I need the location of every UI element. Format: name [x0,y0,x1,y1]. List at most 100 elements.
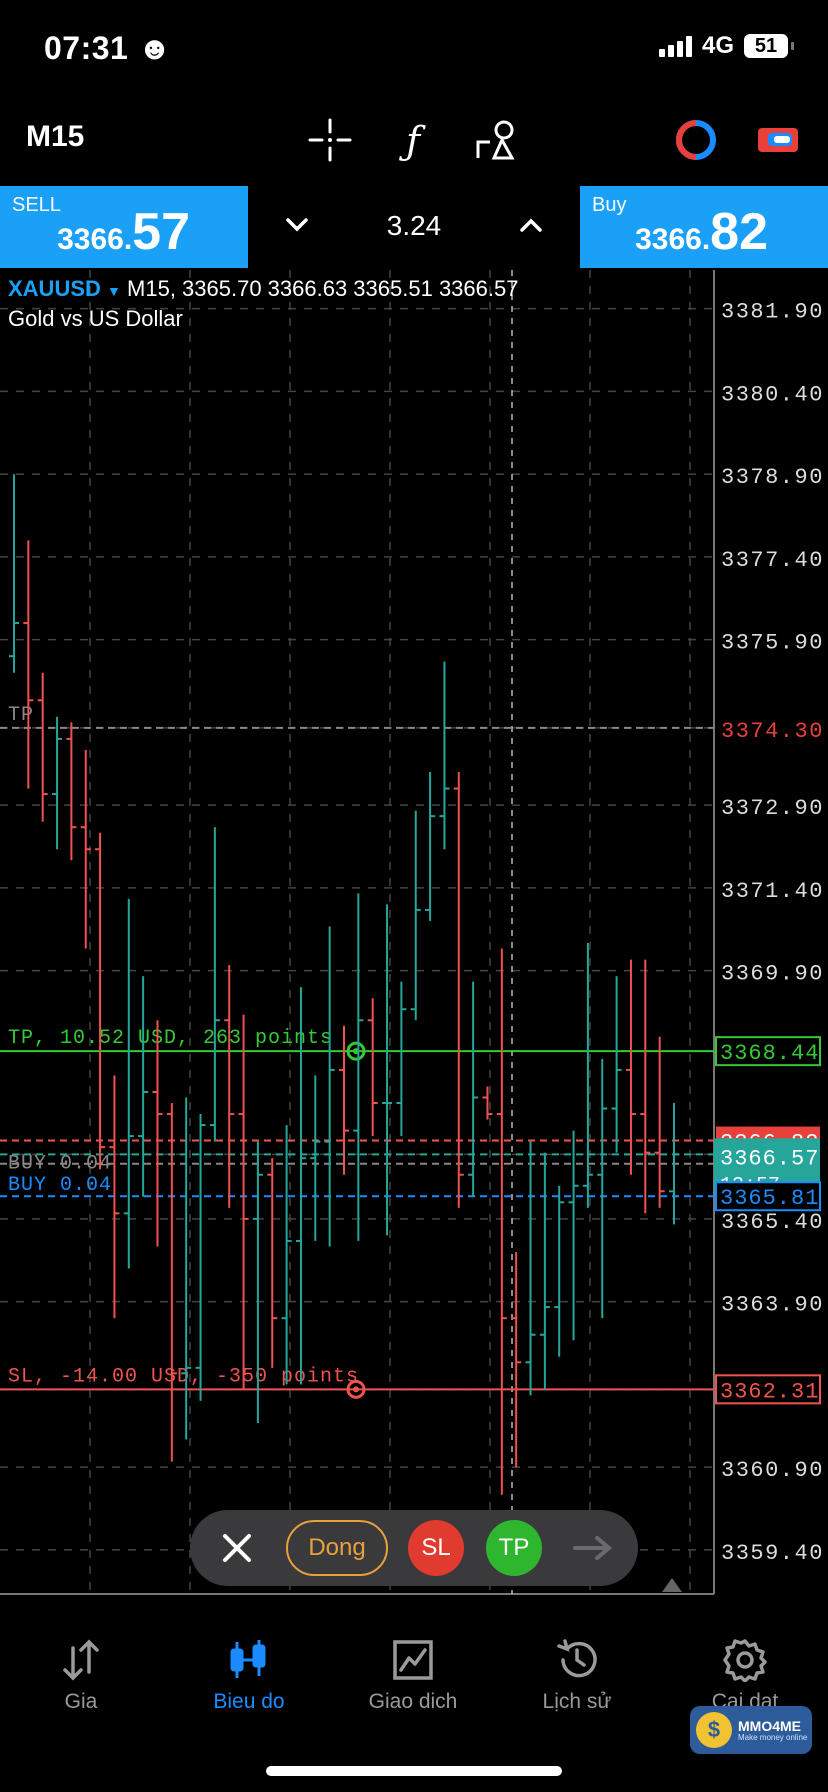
sell-price: 3366.57 [57,203,190,261]
price-bar [611,976,622,1153]
price-bar [453,772,464,1208]
brand-watermark: $ MMO4ME Make money online [690,1706,812,1754]
lot-decrease-button[interactable] [282,212,312,243]
buy-button[interactable]: Buy 3366.82 [580,186,828,268]
level-price-tag [715,1036,821,1067]
drag-handle-icon [346,1041,366,1061]
function-icon[interactable]: ƒ [396,116,444,164]
price-tick-label: 3360.90 [721,1458,824,1483]
objects-icon[interactable] [474,116,522,164]
nav-trade[interactable]: Giao dich [338,1638,488,1714]
price-bar [568,1130,579,1341]
price-tick-label: 3371.40 [721,879,824,904]
symbol-description: Gold vs US Dollar [8,306,183,331]
nav-history[interactable]: Lịch sử [502,1638,652,1714]
price-bar [525,1141,536,1396]
level-label: TP, 10.52 USD, 263 points [8,1027,333,1050]
one-click-trading-icon[interactable] [672,116,720,164]
price-bar [238,1014,249,1390]
time-tick-label: 19 Jun 16:15 [196,1596,335,1598]
trade-chart-icon [393,1640,433,1680]
price-bar [252,1141,263,1423]
price-bar [310,1075,321,1241]
level-label: BUY 0.04 [8,1174,112,1197]
timeframe-button[interactable]: M15 [26,120,85,153]
status-indicators: 4G 51 [658,32,794,60]
level-label: SL, -14.00 USD, -350 points [8,1365,359,1388]
price-bar [410,810,421,1021]
price-bar [439,661,450,850]
time-axis: 19 Jun 13:15 19 Jun 16:15 19 Jun 19:15 20 J… [4,1596,719,1598]
price-bar [482,1086,493,1120]
time-tick-label: 20 Jun 02:00 [580,1596,719,1598]
price-bar [138,976,149,1197]
quotes-icon [63,1639,99,1681]
price-bar [109,1075,120,1319]
lot-increase-button[interactable] [516,212,546,243]
price-tick-label: 3375.90 [721,631,824,656]
price-bar [554,1185,565,1357]
drag-handle-icon [346,1379,366,1399]
close-icon[interactable] [214,1520,260,1576]
price-bar [669,1103,679,1225]
price-bar [95,832,106,1170]
status-time: 07:31 ☻ [44,30,172,66]
close-order-button[interactable]: Dong [286,1520,388,1576]
sell-button[interactable]: SELL 3366.57 [0,186,248,268]
price-bar [224,965,235,1208]
price-bar [281,1125,292,1385]
nav-settings[interactable]: Cai dat [670,1638,820,1714]
account-icon[interactable] [754,116,802,164]
price-bar [80,749,91,949]
symbol-dropdown-icon[interactable]: ▼ [107,283,121,299]
price-bar [152,1020,163,1247]
nav-chart[interactable]: Bieu do [174,1638,324,1714]
price-bar [181,1097,192,1440]
drag-handle-dot [353,1386,359,1393]
dollar-coin-icon: $ [696,1712,732,1748]
price-tick-label: 3380.40 [721,382,824,407]
price-bar [396,981,407,1137]
home-indicator [266,1766,562,1776]
price-bar [582,943,593,1208]
price-bar [539,1152,550,1390]
battery-icon: 51 [744,34,794,58]
price-bar [597,1058,608,1319]
price-bar [195,1114,206,1401]
price-bar [353,893,364,1241]
svg-text:ƒ: ƒ [399,119,426,163]
stop-loss-button[interactable]: SL [408,1520,464,1576]
price-bar [640,959,651,1214]
price-tick-label: 3369.90 [721,962,824,987]
price-bar [66,722,77,861]
price-bar [267,1158,278,1368]
price-tick-label: 3381.90 [721,300,824,325]
chart-bars [9,474,679,1495]
price-bar [295,987,306,1385]
price-bar [468,981,479,1197]
symbol-name[interactable]: XAUUSD [8,276,101,301]
chart-symbol-line: XAUUSD ▼ M15, 3365.70 3366.63 3365.51 33… [8,276,518,302]
price-tick-label: 3378.90 [721,465,824,490]
lot-volume[interactable]: 3.24 [386,210,442,241]
take-profit-button[interactable]: TP [486,1520,542,1576]
nav-quotes[interactable]: Gia [6,1638,156,1714]
chart-grid [0,270,715,1595]
price-bar [625,959,636,1175]
level-price-tag [715,1374,821,1405]
crosshair-icon[interactable] [306,116,354,164]
chart-shift-icon [662,1578,682,1592]
level-label: TP [8,704,34,727]
arrow-right-icon[interactable] [568,1520,618,1576]
level-price-text: 3365.81 [720,1186,819,1211]
price-bar [324,926,335,1247]
price-tick-label: 3359.40 [721,1541,824,1566]
price-tick-label: 3363.90 [721,1293,824,1318]
network-label: 4G [701,32,734,59]
buy-label: Buy [592,194,627,216]
price-bar [23,540,34,789]
price-bar [52,716,63,850]
price-bar [37,672,48,822]
